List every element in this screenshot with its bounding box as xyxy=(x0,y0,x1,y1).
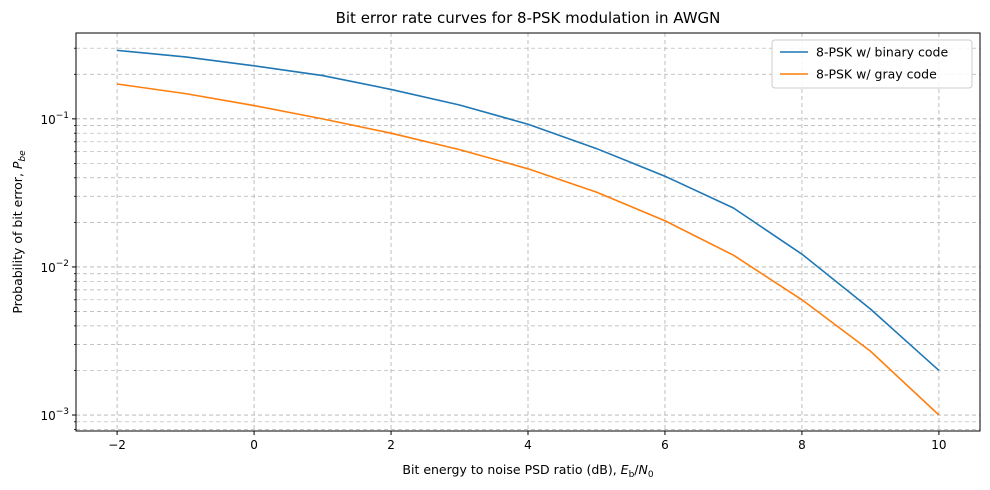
y-tick-label-exponent: −2 xyxy=(56,259,69,269)
x-tick-label: −2 xyxy=(108,438,126,452)
y-axis: 10−310−210−1 xyxy=(40,47,76,430)
y-tick-label-base: 10 xyxy=(40,409,55,423)
y-axis-label-math-be: be xyxy=(18,150,28,162)
x-axis-label-math-b: b xyxy=(629,470,635,480)
legend-label-2: 8-PSK w/ gray code xyxy=(816,67,937,82)
chart-title: Bit error rate curves for 8-PSK modulati… xyxy=(336,9,721,27)
x-axis-label-math-e: E xyxy=(621,462,629,477)
x-tick-label: 10 xyxy=(931,438,946,452)
y-axis-label-math-p: P xyxy=(10,161,25,169)
x-tick-label: 8 xyxy=(798,438,806,452)
legend-label-1: 8-PSK w/ binary code xyxy=(816,45,948,60)
series-line-2 xyxy=(116,83,940,416)
x-axis-label-math-sep: / xyxy=(634,462,639,477)
y-axis-label: Probability of bit error, Pbe xyxy=(10,150,28,314)
x-axis-label: Bit energy to noise PSD ratio (dB), Eb/N… xyxy=(402,462,653,480)
series-layer xyxy=(116,49,940,416)
grid xyxy=(76,33,980,431)
x-tick-label: 6 xyxy=(661,438,669,452)
y-tick-label: 10−3 xyxy=(40,407,69,423)
y-axis-label-text: Probability of bit error, xyxy=(10,169,25,314)
x-axis-label-text: Bit energy to noise PSD ratio (dB), xyxy=(402,462,620,477)
x-axis: −2 0 2 4 6 8 10 xyxy=(108,431,947,452)
x-tick-label: 0 xyxy=(250,438,258,452)
x-tick-label: 4 xyxy=(524,438,532,452)
legend-box xyxy=(771,39,973,89)
y-tick-label-base: 10 xyxy=(40,113,55,127)
y-tick-label-exponent: −1 xyxy=(56,111,69,121)
y-tick-label: 10−1 xyxy=(40,111,69,127)
x-axis-label-math-0: 0 xyxy=(648,470,654,480)
y-tick-label: 10−2 xyxy=(40,259,69,275)
y-tick-label-exponent: −3 xyxy=(56,407,69,417)
series-line-1 xyxy=(117,49,940,372)
y-tick-label-base: 10 xyxy=(40,261,55,275)
x-tick-label: 2 xyxy=(387,438,395,452)
x-axis-label-math-n: N xyxy=(639,462,649,477)
legend: 8-PSK w/ binary code 8-PSK w/ gray code xyxy=(771,39,973,89)
